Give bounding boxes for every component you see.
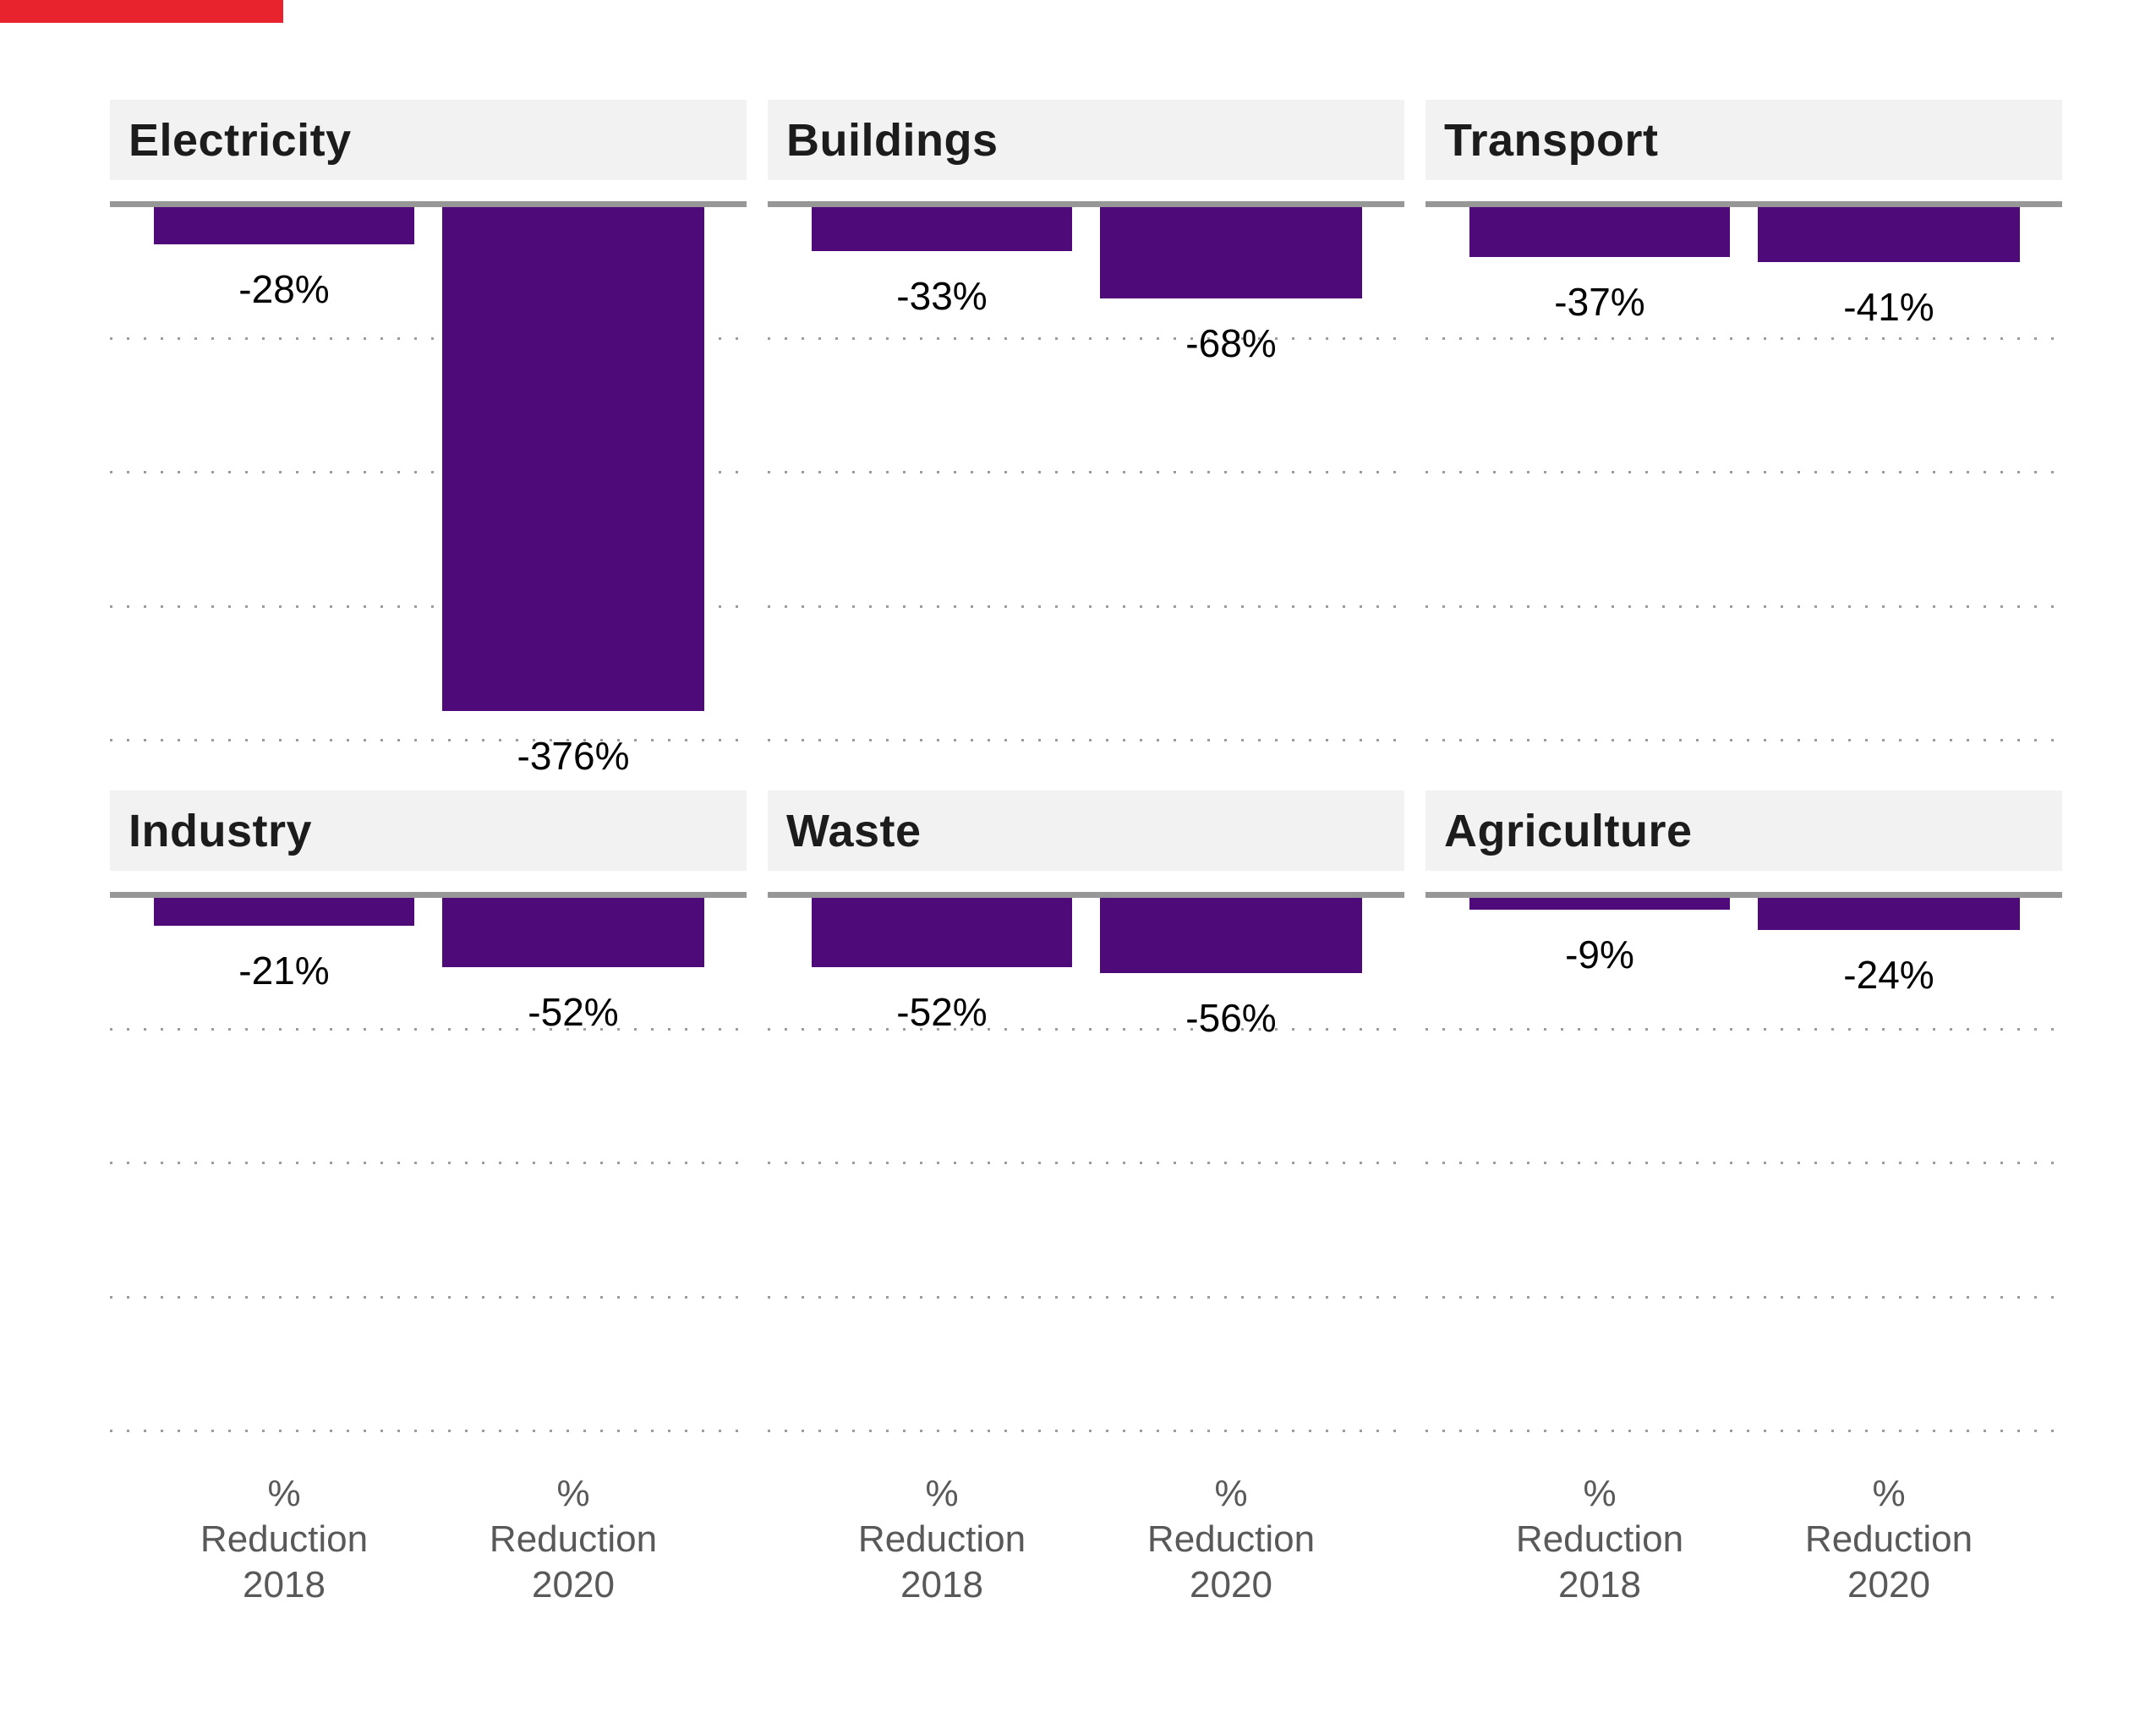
gridline-minus-300pct — [110, 1295, 747, 1299]
x-axis-label-col3-2018: % Reduction 2018 — [1422, 1471, 1777, 1608]
axis-label-line: Reduction — [200, 1518, 369, 1560]
gridline-minus-300pct — [1425, 1295, 2062, 1299]
zero-axis-line — [1425, 892, 2062, 898]
x-axis-label-col2-2018: % Reduction 2018 — [764, 1471, 1119, 1608]
gridline-minus-400pct — [110, 1430, 747, 1432]
panel-header-band: Agriculture — [1425, 790, 2062, 871]
zero-axis-line — [110, 201, 747, 207]
axis-label-line: % — [925, 1473, 959, 1514]
zero-axis-line — [1425, 201, 2062, 207]
gridline-minus-200pct — [1425, 1162, 2062, 1164]
x-axis-label-col1-2018: % Reduction 2018 — [107, 1471, 462, 1608]
sector-panel-buildings: Buildings -33% -68% — [768, 100, 1404, 785]
bar-value-label: -68% — [1185, 320, 1277, 365]
red-accent-strip — [0, 0, 283, 23]
gridline-minus-100pct — [768, 1027, 1404, 1031]
panel-title: Agriculture — [1444, 805, 1693, 856]
axis-label-line: % — [1583, 1473, 1617, 1514]
bar-value-label: -24% — [1843, 953, 1934, 998]
axis-label-line: 2018 — [243, 1564, 326, 1605]
panel-header-band: Buildings — [768, 100, 1404, 180]
bar-value-label: -41% — [1843, 284, 1934, 329]
axis-label-line: % — [1214, 1473, 1248, 1514]
x-axis-label-col1-2020: % Reduction 2020 — [396, 1471, 751, 1608]
sector-panel-industry: Industry -21% -52% — [110, 790, 747, 1475]
gridline-minus-200pct — [768, 1162, 1404, 1164]
gridline-minus-300pct — [1425, 604, 2062, 608]
bar-value-label: -376% — [517, 733, 630, 778]
panel-header-band: Waste — [768, 790, 1404, 871]
gridline-minus-400pct — [110, 739, 747, 741]
bar-value-label: -37% — [1554, 279, 1645, 324]
gridline-minus-200pct — [1425, 471, 2062, 473]
gridline-minus-200pct — [110, 471, 747, 473]
bar-waste-2020 — [1100, 898, 1362, 973]
bar-electricity-2018 — [154, 207, 414, 245]
sector-panel-waste: Waste -52% -56% — [768, 790, 1404, 1475]
zero-axis-line — [768, 892, 1404, 898]
sector-panel-transport: Transport -37% -41% — [1425, 100, 2062, 785]
bar-agriculture-2020 — [1758, 898, 2020, 931]
gridline-minus-100pct — [110, 336, 747, 340]
gridline-minus-100pct — [1425, 336, 2062, 340]
panel-title: Electricity — [129, 114, 352, 166]
gridline-minus-400pct — [1425, 739, 2062, 741]
bar-value-label: -52% — [896, 990, 988, 1035]
gridline-minus-300pct — [110, 604, 747, 608]
sector-panel-agriculture: Agriculture -9% -24% — [1425, 790, 2062, 1475]
x-axis-label-col3-2020: % Reduction 2020 — [1711, 1471, 2066, 1608]
bar-value-label: -52% — [528, 990, 619, 1035]
zero-axis-line — [110, 892, 747, 898]
axis-label-line: % — [267, 1473, 301, 1514]
gridline-minus-400pct — [768, 1430, 1404, 1432]
axis-label-line: 2020 — [532, 1564, 615, 1605]
axis-label-line: Reduction — [1146, 1518, 1316, 1560]
gridline-minus-300pct — [768, 604, 1404, 608]
axis-label-line: Reduction — [489, 1518, 658, 1560]
gridline-minus-100pct — [768, 336, 1404, 340]
x-axis-label-col2-2020: % Reduction 2020 — [1053, 1471, 1409, 1608]
panel-title: Waste — [786, 805, 922, 856]
panel-header-band: Electricity — [110, 100, 747, 180]
bar-value-label: -21% — [238, 949, 330, 993]
gridline-minus-200pct — [768, 471, 1404, 473]
bar-buildings-2018 — [812, 207, 1072, 252]
gridline-minus-100pct — [1425, 1027, 2062, 1031]
panel-header-band: Industry — [110, 790, 747, 871]
bar-waste-2018 — [812, 898, 1072, 968]
gridline-minus-200pct — [110, 1162, 747, 1164]
panel-title: Transport — [1444, 114, 1659, 166]
gridline-minus-300pct — [768, 1295, 1404, 1299]
panel-title: Industry — [129, 805, 313, 856]
bar-transport-2018 — [1469, 207, 1730, 257]
bar-value-label: -9% — [1565, 933, 1634, 977]
zero-axis-line — [768, 201, 1404, 207]
axis-label-line: 2018 — [900, 1564, 983, 1605]
bar-transport-2020 — [1758, 207, 2020, 262]
panel-header-band: Transport — [1425, 100, 2062, 180]
axis-label-line: 2020 — [1847, 1564, 1930, 1605]
axis-label-line: % — [556, 1473, 590, 1514]
bar-electricity-2020 — [442, 207, 704, 711]
bar-value-label: -56% — [1185, 995, 1277, 1040]
gridline-minus-400pct — [768, 739, 1404, 741]
panel-title: Buildings — [786, 114, 999, 166]
bar-agriculture-2018 — [1469, 898, 1730, 911]
sector-panel-electricity: Electricity -28% -376% — [110, 100, 747, 785]
axis-label-line: Reduction — [1515, 1518, 1684, 1560]
gridline-minus-400pct — [1425, 1430, 2062, 1432]
axis-label-line: Reduction — [857, 1518, 1026, 1560]
gridline-minus-100pct — [110, 1027, 747, 1031]
bar-industry-2018 — [154, 898, 414, 927]
axis-label-line: 2020 — [1190, 1564, 1272, 1605]
axis-label-line: % — [1872, 1473, 1906, 1514]
axis-label-line: Reduction — [1804, 1518, 1973, 1560]
axis-label-line: 2018 — [1558, 1564, 1641, 1605]
bar-industry-2020 — [442, 898, 704, 968]
bar-value-label: -28% — [238, 267, 330, 312]
bar-value-label: -33% — [896, 274, 988, 319]
bar-buildings-2020 — [1100, 207, 1362, 298]
